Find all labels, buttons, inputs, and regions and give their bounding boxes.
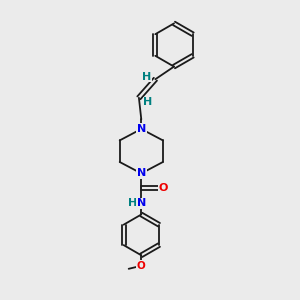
Text: H: H bbox=[128, 198, 137, 208]
Text: O: O bbox=[159, 183, 168, 194]
Text: N: N bbox=[137, 198, 146, 208]
Text: H: H bbox=[143, 97, 152, 107]
Text: N: N bbox=[137, 124, 146, 134]
Text: H: H bbox=[142, 72, 151, 82]
Text: O: O bbox=[137, 261, 146, 271]
Text: N: N bbox=[137, 168, 146, 178]
